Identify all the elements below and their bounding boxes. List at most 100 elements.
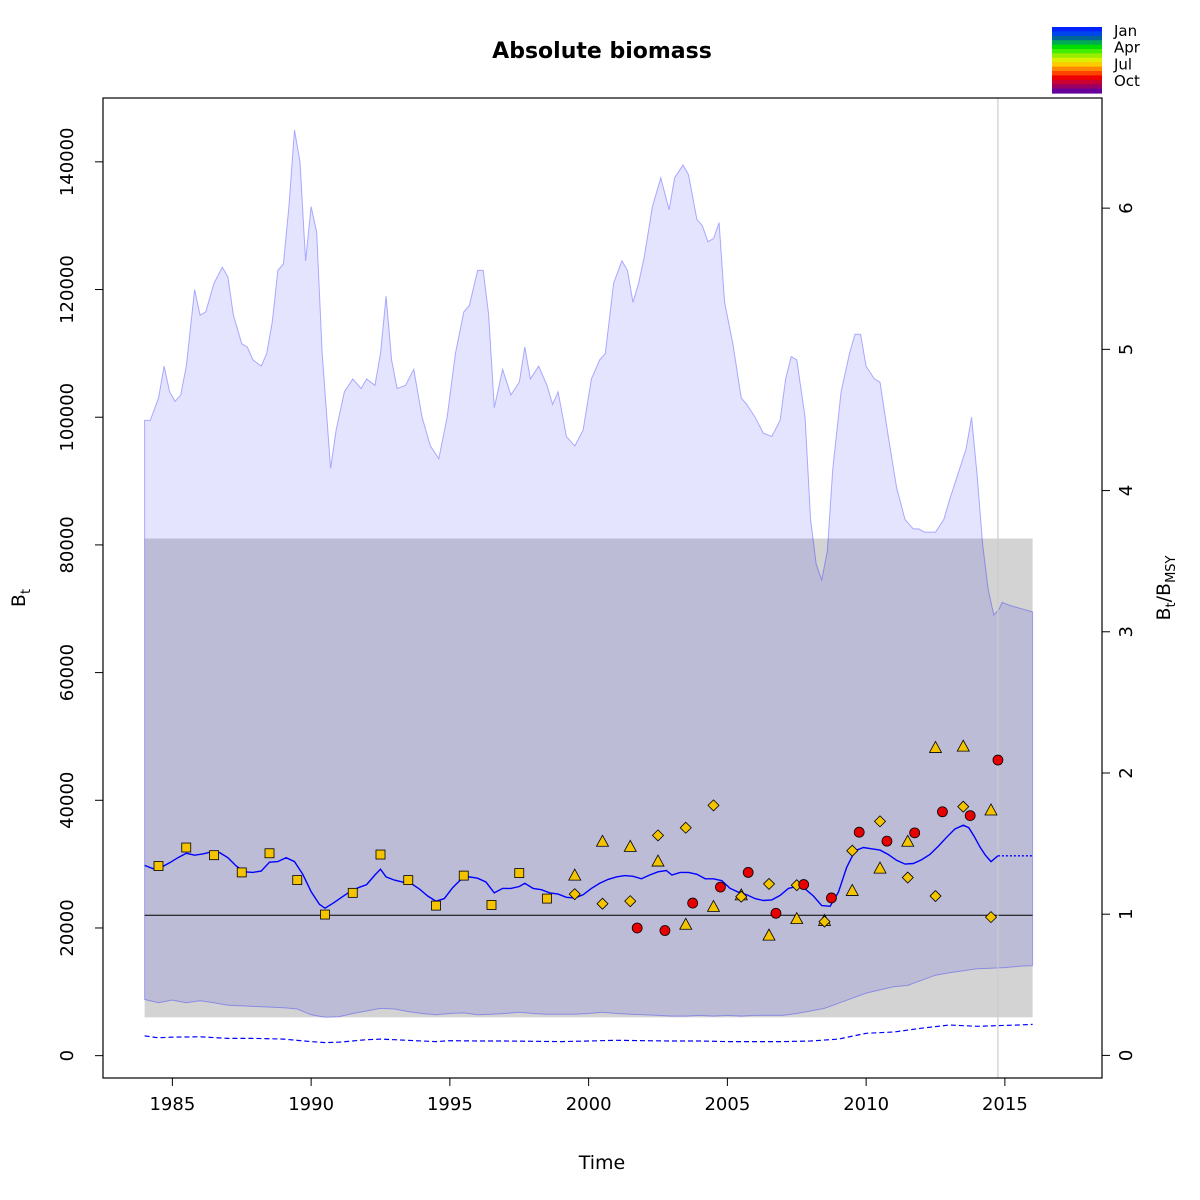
- observation-square: [292, 875, 303, 885]
- legend-month-label: Apr: [1114, 39, 1141, 57]
- legend-color-step: [1052, 27, 1102, 32]
- legend-month-label: Jul: [1113, 55, 1132, 73]
- legend-color-step: [1052, 31, 1102, 37]
- legend-color-step: [1052, 49, 1102, 54]
- legend-color-step: [1052, 75, 1102, 81]
- y2-tick-label: 1: [1116, 908, 1137, 919]
- legend-color-step: [1052, 62, 1102, 68]
- observation-circle: [853, 826, 865, 838]
- observation-square: [514, 868, 525, 878]
- legend-color-step: [1052, 84, 1102, 90]
- y2-axis-title-main: B: [1153, 607, 1175, 620]
- observation-diamond: [596, 897, 609, 910]
- legend-color-step: [1052, 53, 1102, 59]
- observation-diamond: [929, 889, 942, 903]
- y-axis-right: 0 1 2 3 4 5 6: [1102, 202, 1137, 1061]
- observation-triangle: [928, 740, 943, 753]
- y2-tick-label: 2: [1116, 767, 1137, 778]
- observation-triangle: [623, 839, 637, 852]
- biomass-ci-band: [144, 129, 1034, 1018]
- legend-color-step: [1052, 35, 1102, 41]
- observation-circle: [770, 907, 782, 919]
- observation-square: [236, 867, 247, 878]
- legend-month-label: Jan: [1113, 22, 1137, 40]
- x-axis-title: Time: [578, 1152, 626, 1174]
- observation-square: [320, 909, 330, 920]
- observation-diamond: [679, 821, 692, 834]
- observation-triangle: [762, 928, 776, 941]
- observation-diamond: [707, 799, 720, 812]
- observation-circle: [659, 925, 671, 936]
- observation-diamond: [984, 911, 998, 924]
- observation-triangle: [651, 854, 665, 867]
- observation-triangle: [845, 883, 859, 896]
- x-tick-label: 1985: [149, 1094, 195, 1115]
- y-tick-label: 60000: [57, 644, 78, 701]
- observation-square: [209, 850, 219, 861]
- lower-dashed-line: [144, 1023, 1033, 1044]
- legend-color-step: [1052, 57, 1102, 63]
- legend-color-step: [1052, 71, 1102, 76]
- observation-diamond: [762, 877, 776, 890]
- observation-triangle: [595, 834, 610, 847]
- y2-tick-label: 5: [1116, 344, 1137, 355]
- y-axis-left: 0 20000 40000 60000 80000 100000 120000 140000: [57, 127, 103, 1061]
- observation-diamond: [651, 829, 665, 842]
- observation-triangle: [984, 803, 998, 816]
- y2-tick-label: 4: [1116, 485, 1137, 496]
- observation-circle: [687, 897, 699, 909]
- x-tick-label: 1990: [288, 1094, 334, 1115]
- x-axis: 1985 1990 1995 2000 2005 2010 2015: [149, 1077, 1028, 1115]
- observation-circle: [909, 827, 921, 839]
- observation-square: [375, 849, 386, 860]
- observation-square: [486, 900, 497, 910]
- observation-diamond: [957, 800, 970, 813]
- observation-triangle: [873, 861, 887, 874]
- observation-triangle: [790, 911, 804, 924]
- y-axis-title-main: B: [8, 594, 30, 607]
- observation-diamond: [735, 890, 748, 903]
- observation-square: [347, 887, 358, 898]
- legend-color-step: [1052, 79, 1102, 85]
- observation-square: [403, 875, 414, 885]
- y2-axis-title-mid: /B: [1153, 583, 1175, 602]
- observation-diamond: [818, 915, 831, 928]
- y2-tick-label: 3: [1116, 626, 1137, 637]
- observation-circle: [937, 806, 948, 818]
- chart-title: Absolute biomass: [492, 39, 712, 64]
- observation-square: [153, 861, 164, 871]
- observation-circle: [798, 879, 810, 890]
- legend-color-step: [1052, 66, 1102, 72]
- y2-axis-title-sub1: t: [1164, 602, 1179, 607]
- observation-triangle: [706, 899, 721, 912]
- plot-area: [144, 98, 1034, 1078]
- observation-triangle: [956, 739, 970, 752]
- x-tick-label: 2005: [704, 1094, 750, 1115]
- observation-square: [431, 900, 441, 911]
- observation-square: [542, 893, 552, 904]
- y-tick-label: 0: [57, 1050, 78, 1061]
- x-tick-label: 1995: [427, 1094, 473, 1115]
- observation-diamond: [901, 871, 914, 884]
- observation-circle: [964, 810, 976, 822]
- x-tick-label: 2015: [982, 1094, 1028, 1115]
- legend-color-step: [1052, 40, 1102, 46]
- y-tick-label: 100000: [57, 383, 78, 452]
- y2-tick-label: 6: [1116, 202, 1137, 213]
- y-axis-title-sub: t: [19, 589, 34, 594]
- y-axis-title: Bt: [8, 589, 34, 607]
- observation-triangle: [901, 834, 915, 847]
- y2-axis-title-sub2: MSY: [1164, 555, 1179, 582]
- observation-circle: [631, 922, 643, 934]
- observation-triangle: [568, 868, 582, 881]
- x-tick-label: 2010: [843, 1094, 889, 1115]
- legend-color-step: [1052, 44, 1102, 50]
- observation-square: [181, 842, 192, 853]
- y-tick-label: 40000: [57, 772, 78, 829]
- legend-month-label: Oct: [1114, 72, 1140, 90]
- legend-color-step: [1052, 88, 1102, 94]
- x-tick-label: 2000: [566, 1094, 612, 1115]
- observation-triangle: [679, 917, 693, 930]
